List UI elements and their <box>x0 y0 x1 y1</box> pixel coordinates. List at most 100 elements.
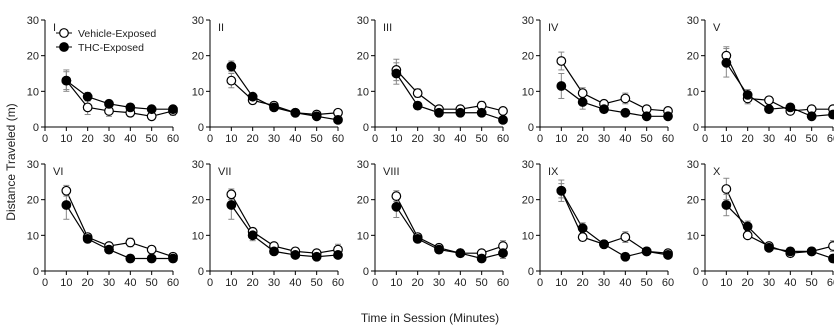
x-tick-label: 60 <box>497 277 509 289</box>
thc-line <box>395 73 504 121</box>
thc-point <box>620 251 631 262</box>
x-axis-title: Time in Session (Minutes) <box>361 311 499 325</box>
y-tick-label: 20 <box>192 51 204 63</box>
x-tick-label: 0 <box>372 277 378 289</box>
panel-label: III <box>383 22 392 34</box>
thc-point <box>104 98 114 109</box>
thc-point <box>269 102 279 113</box>
thc-point <box>785 102 796 113</box>
thc-point <box>290 107 301 118</box>
x-tick-label: 20 <box>247 277 259 289</box>
vehicle-point <box>61 185 72 196</box>
x-tick-label: 50 <box>806 133 818 145</box>
panel-label: X <box>713 166 721 178</box>
legend-thc-marker <box>59 42 69 52</box>
vehicle-point <box>125 237 136 248</box>
vehicle-point <box>498 106 508 116</box>
thc-point <box>226 200 237 210</box>
x-tick-label: 10 <box>555 133 567 145</box>
x-tick-label: 0 <box>42 133 48 145</box>
legend-vehicle-label: Vehicle-Exposed <box>78 28 156 40</box>
x-tick-label: 0 <box>702 133 708 145</box>
x-tick-label: 0 <box>537 277 543 289</box>
x-tick-label: 30 <box>268 133 280 145</box>
thc-point <box>828 253 834 264</box>
y-tick-label: 0 <box>363 266 369 278</box>
thc-point <box>785 246 796 257</box>
vehicle-point <box>146 244 157 255</box>
x-tick-label: 10 <box>60 277 72 289</box>
x-tick-label: 10 <box>60 133 72 145</box>
x-tick-label: 60 <box>167 133 179 145</box>
thc-line <box>65 204 173 260</box>
x-tick-label: 30 <box>103 133 115 145</box>
thc-point <box>556 185 567 196</box>
legend-vehicle-marker <box>59 28 69 38</box>
y-tick-label: 30 <box>357 15 369 27</box>
panel-7: 0 10 20 30 0 10 20 30 40 50 60 VII <box>192 159 344 289</box>
x-tick-label: 30 <box>433 133 445 145</box>
panel-2: 0 10 20 30 0 10 20 30 40 50 60 II <box>192 15 344 145</box>
x-tick-label: 10 <box>390 277 402 289</box>
thc-point <box>498 248 508 259</box>
vehicle-point <box>577 88 588 99</box>
thc-point <box>82 91 93 102</box>
x-tick-label: 50 <box>146 277 158 289</box>
thc-point <box>247 230 258 241</box>
thc-point <box>577 97 588 107</box>
vehicle-point <box>620 93 631 104</box>
thc-point <box>82 233 93 244</box>
thc-point <box>247 91 258 102</box>
vehicle-point <box>828 241 834 251</box>
thc-point <box>290 250 301 260</box>
x-tick-label: 10 <box>390 133 402 145</box>
y-tick-label: 10 <box>522 230 534 242</box>
y-tick-label: 30 <box>27 159 39 171</box>
x-tick-label: 20 <box>412 133 424 145</box>
thc-point <box>806 246 817 257</box>
x-tick-label: 30 <box>598 133 610 145</box>
y-tick-label: 10 <box>687 86 699 98</box>
x-tick-label: 40 <box>784 133 796 145</box>
thc-point <box>333 250 343 260</box>
panel-label: II <box>218 22 224 34</box>
y-tick-label: 0 <box>198 122 204 134</box>
panel-9: 0 10 20 30 0 10 20 30 40 50 60 IX <box>522 159 674 289</box>
x-tick-label: 30 <box>433 277 445 289</box>
y-tick-label: 0 <box>528 122 534 134</box>
x-tick-label: 20 <box>82 133 94 145</box>
thc-point <box>104 244 114 255</box>
vehicle-point <box>764 95 774 106</box>
x-tick-label: 30 <box>598 277 610 289</box>
thc-point <box>125 102 136 113</box>
vehicle-point <box>391 191 402 202</box>
x-tick-label: 0 <box>207 133 213 145</box>
y-tick-label: 30 <box>27 15 39 27</box>
thc-point <box>498 114 508 125</box>
thc-point <box>599 104 609 115</box>
y-tick-label: 10 <box>687 230 699 242</box>
x-tick-label: 60 <box>332 133 344 145</box>
thc-point <box>556 81 567 91</box>
y-axis-title: Distance Traveled (m) <box>4 103 18 220</box>
vehicle-line <box>65 80 174 117</box>
thc-point <box>742 89 753 100</box>
panel-4: 0 10 20 30 0 10 20 30 40 50 60 IV <box>522 15 674 145</box>
thc-point <box>146 104 157 115</box>
thc-point <box>828 109 834 120</box>
y-tick-label: 30 <box>687 159 699 171</box>
x-tick-label: 40 <box>454 133 466 145</box>
x-tick-label: 60 <box>167 277 179 289</box>
thc-point <box>721 200 732 210</box>
y-tick-label: 30 <box>522 159 534 171</box>
x-tick-label: 50 <box>476 133 488 145</box>
x-tick-label: 40 <box>289 133 301 145</box>
vehicle-line <box>65 190 174 258</box>
thc-point <box>269 246 279 257</box>
y-tick-label: 10 <box>357 230 369 242</box>
x-tick-label: 10 <box>720 133 732 145</box>
thc-point <box>168 253 178 264</box>
x-tick-label: 20 <box>82 277 94 289</box>
x-tick-label: 0 <box>372 133 378 145</box>
thc-point <box>476 107 487 118</box>
